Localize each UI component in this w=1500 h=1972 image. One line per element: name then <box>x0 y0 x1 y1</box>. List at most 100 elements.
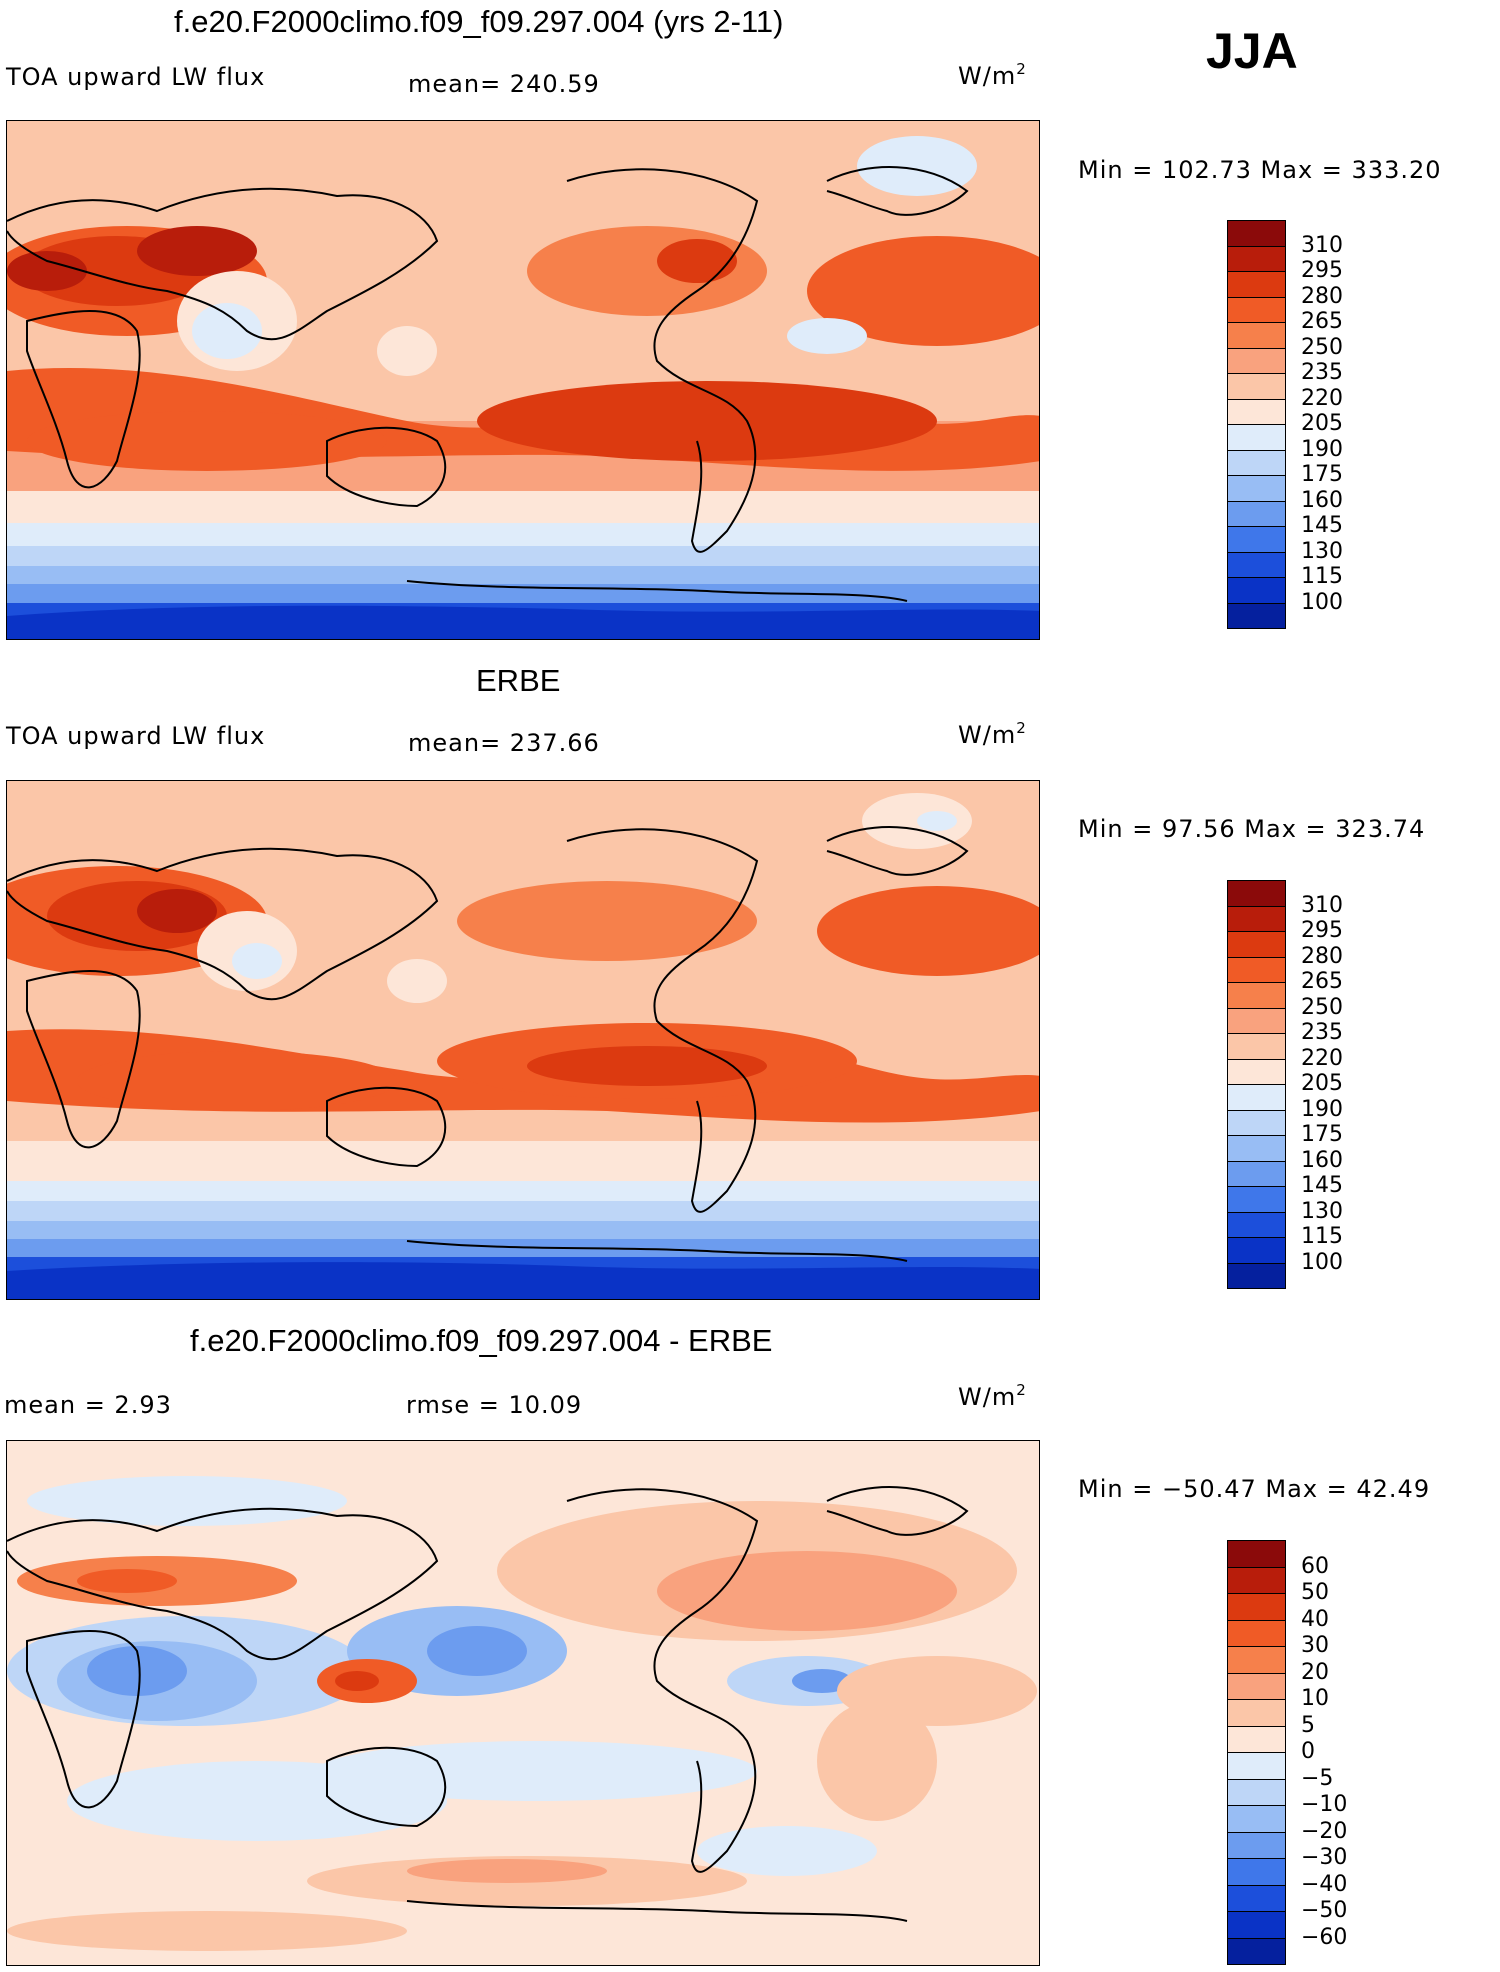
colorbar-swatch <box>1227 1262 1286 1289</box>
colorbar-tick-label: −50 <box>1301 1898 1348 1923</box>
colorbar-tick-label: 250 <box>1301 994 1343 1020</box>
colorbar-tick-label: 190 <box>1301 436 1343 462</box>
colorbar-swatch <box>1227 449 1286 476</box>
colorbar-swatch <box>1227 347 1286 374</box>
panel-model-colorbar: 310 295 280 265 250 235 220 205 190 175 160 145 130 1… <box>1227 220 1343 629</box>
colorbar-swatch <box>1227 296 1286 323</box>
colorbar-tick-label: 145 <box>1301 513 1343 538</box>
colorbar-swatch <box>1227 551 1286 578</box>
colorbar-tick-label: 175 <box>1301 462 1343 487</box>
colorbar-swatch <box>1227 1109 1286 1136</box>
colorbar-swatch <box>1227 1135 1286 1162</box>
colorbar-tick-label: 190 <box>1301 1096 1343 1122</box>
colorbar-tick-label: 20 <box>1301 1659 1329 1685</box>
colorbar-swatch <box>1227 1593 1286 1621</box>
colorbar-swatch <box>1227 1540 1286 1568</box>
panel-model-minmax: Min = 102.73 Max = 333.20 <box>1078 156 1442 184</box>
colorbar-swatch <box>1227 424 1286 451</box>
colorbar-tick-label: −30 <box>1301 1845 1348 1870</box>
colorbar-tick-label: 115 <box>1301 1224 1343 1249</box>
colorbar-swatch <box>1227 1058 1286 1085</box>
panel-model-variable: TOA upward LW flux <box>6 63 266 91</box>
colorbar-tick-label: −60 <box>1301 1924 1348 1950</box>
colorbar-swatch <box>1227 1084 1286 1111</box>
colorbar-tick-label: 50 <box>1301 1580 1329 1605</box>
panel-diff-rmse: rmse = 10.09 <box>406 1391 583 1419</box>
panel-obs-mean: mean= 237.66 <box>408 729 600 757</box>
colorbar-swatch <box>1227 1911 1286 1939</box>
colorbar-swatch <box>1227 1884 1286 1912</box>
colorbar-swatch <box>1227 1672 1286 1700</box>
colorbar-swatch <box>1227 956 1286 983</box>
colorbar-swatch <box>1227 1237 1286 1264</box>
colorbar-swatch <box>1227 1831 1286 1859</box>
colorbar-tick-label: −20 <box>1301 1818 1348 1844</box>
colorbar-swatch <box>1227 526 1286 553</box>
colorbar-swatch <box>1227 1725 1286 1753</box>
panel-diff-mean: mean = 2.93 <box>4 1391 172 1419</box>
colorbar-tick-label: 60 <box>1301 1553 1329 1579</box>
colorbar-tick-label: 30 <box>1301 1633 1329 1658</box>
colorbar-swatch <box>1227 1646 1286 1674</box>
colorbar-swatch <box>1227 1752 1286 1780</box>
colorbar-swatch <box>1227 880 1286 907</box>
colorbar-tick-label: 10 <box>1301 1686 1329 1711</box>
panel-diff-minmax: Min = −50.47 Max = 42.49 <box>1078 1475 1431 1503</box>
colorbar-swatch <box>1227 1186 1286 1213</box>
panel-model-mean: mean= 240.59 <box>408 70 600 98</box>
colorbar-tick-label: 265 <box>1301 969 1343 994</box>
colorbar-tick-label: 250 <box>1301 334 1343 360</box>
colorbar-swatch <box>1227 398 1286 425</box>
colorbar-tick-label: 265 <box>1301 309 1343 334</box>
colorbar-swatch <box>1227 982 1286 1009</box>
colorbar-swatch <box>1227 1160 1286 1187</box>
colorbar-swatch <box>1227 1937 1286 1965</box>
panel-obs-minmax: Min = 97.56 Max = 323.74 <box>1078 815 1426 843</box>
panel-diff-title: f.e20.F2000climo.f09_f09.297.004 - ERBE <box>190 1323 773 1358</box>
colorbar-swatch <box>1227 1805 1286 1833</box>
colorbar-tick-label: 5 <box>1301 1712 1315 1738</box>
colorbar-tick-label: 310 <box>1301 232 1343 258</box>
colorbar-tick-label: 205 <box>1301 411 1343 436</box>
colorbar-tick-label: 220 <box>1301 1045 1343 1071</box>
colorbar-swatch <box>1227 1211 1286 1238</box>
panel-diff-units: W/m2 <box>958 1381 1027 1411</box>
colorbar-swatch <box>1227 1033 1286 1060</box>
colorbar-tick-label: 130 <box>1301 538 1343 564</box>
colorbar-swatch <box>1227 1566 1286 1594</box>
colorbar-tick-label: 100 <box>1301 1249 1343 1275</box>
colorbar-swatch <box>1227 373 1286 400</box>
colorbar-swatch <box>1227 931 1286 958</box>
panel-diff-map <box>6 1440 1040 1966</box>
colorbar-tick-label: 205 <box>1301 1071 1343 1096</box>
colorbar-tick-label: 295 <box>1301 918 1343 943</box>
colorbar-swatch <box>1227 1619 1286 1647</box>
panel-obs-variable: TOA upward LW flux <box>6 722 266 750</box>
colorbar-swatch <box>1227 220 1286 247</box>
colorbar-tick-label: 0 <box>1301 1739 1315 1764</box>
panel-obs-colorbar: 310 295 280 265 250 235 220 205 190 175 160 145 130 1… <box>1227 880 1343 1289</box>
colorbar-tick-label: 100 <box>1301 589 1343 615</box>
colorbar-tick-label: −10 <box>1301 1792 1348 1817</box>
colorbar-tick-label: 40 <box>1301 1606 1329 1632</box>
panel-obs-units: W/m2 <box>958 719 1027 749</box>
panel-obs-map <box>6 780 1040 1300</box>
colorbar-swatch <box>1227 245 1286 272</box>
panel-model-map <box>6 120 1040 640</box>
colorbar-tick-label: 115 <box>1301 564 1343 589</box>
colorbar-tick-label: 280 <box>1301 943 1343 969</box>
colorbar-swatch <box>1227 475 1286 502</box>
panel-model-units: W/m2 <box>958 60 1027 90</box>
colorbar-swatch <box>1227 577 1286 604</box>
colorbar-tick-label: 160 <box>1301 487 1343 513</box>
season-label: JJA <box>1206 23 1298 79</box>
colorbar-tick-label: 280 <box>1301 283 1343 309</box>
panel-obs-title: ERBE <box>476 663 561 698</box>
colorbar-tick-label: 235 <box>1301 360 1343 385</box>
panel-diff-colorbar: 60 50 40 30 20 10 5 0 −5 −10 −20 −30 −40 −50 −60 <box>1227 1540 1347 1965</box>
colorbar-swatch <box>1227 500 1286 527</box>
panel-model-title: f.e20.F2000climo.f09_f09.297.004 (yrs 2-… <box>174 4 784 39</box>
colorbar-tick-label: 160 <box>1301 1147 1343 1173</box>
colorbar-tick-label: 235 <box>1301 1020 1343 1045</box>
colorbar-swatch <box>1227 1778 1286 1806</box>
